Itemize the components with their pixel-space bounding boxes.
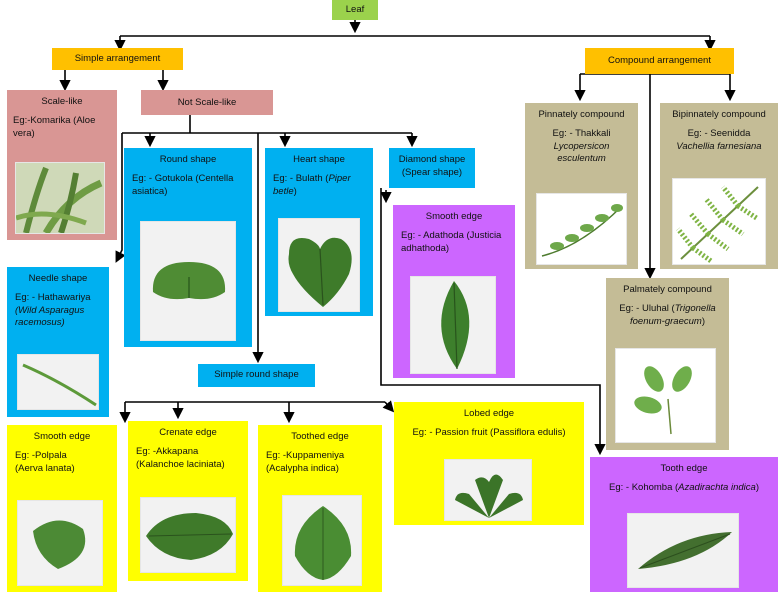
- heart-eg-prefix: Eg: - Bulath (: [273, 172, 329, 184]
- needle-shape-example: Eg: - Hathawariya: [15, 291, 91, 303]
- toothed-edge-node: Toothed edge Eg: -Kuppameniya (Acalypha …: [258, 425, 382, 592]
- not-scale-like-label: Not Scale-like: [177, 97, 237, 108]
- seenidda-photo: [672, 178, 766, 265]
- lobed-leaf-image: [455, 474, 523, 518]
- smooth-edge-scientific: (Aerva lanata): [15, 462, 75, 474]
- smooth-edge-diamond-node: Smooth edge Eg: - Adathoda (Justicia adh…: [393, 205, 515, 378]
- smooth-edge-title: Smooth edge: [33, 431, 91, 442]
- needle-shape-node: Needle shape Eg: - Hathawariya (Wild Asp…: [7, 267, 109, 417]
- adathoda-photo: [410, 276, 496, 374]
- palmately-compound-example: Eg: - Uluhal (Trigonella foenum-graecum): [614, 303, 721, 329]
- needle-shape-title: Needle shape: [28, 273, 88, 284]
- round-shape-node: Round shape Eg: - Gotukola (Centella asi…: [124, 148, 252, 347]
- not-scale-like-node: Not Scale-like: [141, 90, 273, 115]
- simple-round-shape-node: Simple round shape: [198, 364, 315, 387]
- tooth-eg-prefix: Eg: - Kohomba (: [609, 481, 679, 493]
- heart-shape-example: Eg: - Bulath (Piper betle): [273, 173, 365, 199]
- crenate-edge-example: Eg: -Akkapana: [136, 445, 199, 457]
- smooth-edge-diamond-example: Eg: - Adathoda (Justicia adhathoda): [401, 229, 502, 254]
- round-shape-title: Round shape: [159, 154, 217, 165]
- kuppameniya-photo: [282, 495, 362, 586]
- tooth-edge-example: Eg: - Kohomba (Azadirachta indica): [598, 482, 770, 495]
- crenate-edge-scientific: (Kalanchoe laciniata): [136, 458, 225, 470]
- needle-shape-scientific: (Wild Asparagus racemosus): [15, 304, 85, 329]
- round-shape-example: Eg: - Gotukola (Centella asiatica): [132, 172, 234, 197]
- aloe-vera-photo: [15, 162, 105, 234]
- pinnately-compound-title: Pinnately compound: [538, 109, 625, 120]
- bulath-photo: [278, 218, 360, 312]
- thakkali-photo: [536, 193, 627, 265]
- tooth-edge-node: Tooth edge Eg: - Kohomba (Azadirachta in…: [590, 457, 778, 592]
- root-label: Leaf: [345, 4, 365, 15]
- hathawariya-photo: [17, 354, 99, 410]
- pinnate-leaf-image: [541, 204, 623, 257]
- pinnately-compound-scientific: Lycopersicon esculentum: [553, 140, 610, 165]
- heart-leaf-image: [288, 237, 352, 307]
- round-leaf-image: [152, 262, 226, 300]
- toothed-edge-example: Eg: -Kuppameniya: [266, 449, 345, 461]
- scale-like-title: Scale-like: [41, 96, 83, 107]
- lobed-edge-example: Eg: - Passion fruit (Passiflora edulis): [412, 426, 566, 438]
- tooth-edge-title: Tooth edge: [660, 463, 708, 474]
- crenate-edge-node: Crenate edge Eg: -Akkapana (Kalanchoe la…: [128, 421, 248, 581]
- crenate-edge-title: Crenate edge: [159, 427, 217, 438]
- uluhal-photo: [615, 348, 716, 443]
- palmate-eg-prefix: Eg: - Uluhal (: [619, 302, 675, 314]
- kohomba-photo: [627, 513, 739, 588]
- passion-fruit-photo: [444, 459, 532, 521]
- scale-like-node: Scale-like Eg:-Komarika (Aloe vera): [7, 90, 117, 240]
- needle-leaf-image: [22, 363, 97, 407]
- palmate-eg-suffix: ): [701, 315, 705, 327]
- scale-like-example: Eg:-Komarika (Aloe vera): [13, 114, 96, 139]
- bipinnately-compound-node: Bipinnately compound Eg: - Seenidda Vach…: [660, 103, 778, 269]
- diamond-shape-subtitle: (Spear shape): [401, 166, 463, 178]
- crenate-leaf-image: [146, 513, 233, 560]
- aloe-leaf-image: [16, 163, 104, 233]
- pinnately-compound-node: Pinnately compound Eg: - Thakkali Lycope…: [525, 103, 638, 269]
- smooth-edge-example: Eg: -Polpala: [15, 449, 67, 461]
- bipinnately-compound-scientific: Vachellia farnesiana: [676, 140, 762, 152]
- bipinnate-leaf-image: [676, 185, 760, 264]
- smooth-leaf-image: [33, 520, 86, 569]
- heart-eg-suffix: ): [293, 185, 297, 197]
- simple-arrangement-node: Simple arrangement: [52, 48, 183, 70]
- akkapana-photo: [140, 497, 236, 573]
- gotukola-photo: [140, 221, 236, 341]
- pinnately-compound-example: Eg: - Thakkali: [552, 127, 611, 139]
- palmate-eg-scientific: Trigonella foenum-graecum: [630, 302, 716, 327]
- bipinnately-compound-example: Eg: - Seenidda: [687, 127, 751, 139]
- lobed-edge-node: Lobed edge Eg: - Passion fruit (Passiflo…: [394, 402, 584, 525]
- compound-arrangement-node: Compound arrangement: [585, 48, 734, 74]
- bipinnately-compound-title: Bipinnately compound: [672, 109, 766, 120]
- tooth-eg-scientific: Azadirachta indica: [678, 481, 756, 493]
- simple-arrangement-label: Simple arrangement: [74, 53, 161, 64]
- spear-leaf-image: [441, 281, 470, 370]
- palmate-leaf-image: [634, 366, 692, 435]
- heart-eg-scientific: Piper betle: [273, 172, 351, 197]
- heart-shape-title: Heart shape: [293, 154, 345, 165]
- simple-round-shape-label: Simple round shape: [214, 369, 299, 380]
- toothed-edge-scientific: (Acalypha indica): [266, 462, 339, 474]
- tooth-leaf-image: [638, 532, 732, 569]
- heart-shape-node: Heart shape Eg: - Bulath (Piper betle): [265, 148, 373, 316]
- diamond-shape-node: Diamond shape (Spear shape): [389, 148, 475, 188]
- palmately-compound-node: Palmately compound Eg: - Uluhal (Trigone…: [606, 278, 729, 450]
- compound-arrangement-label: Compound arrangement: [608, 55, 711, 66]
- palmately-compound-title: Palmately compound: [623, 284, 712, 295]
- smooth-edge-diamond-title: Smooth edge: [425, 211, 483, 222]
- tooth-eg-suffix: ): [755, 481, 759, 493]
- root-node: Leaf: [332, 0, 378, 20]
- diamond-shape-title: Diamond shape: [398, 154, 466, 165]
- smooth-edge-node: Smooth edge Eg: -Polpala (Aerva lanata): [7, 425, 117, 592]
- lobed-edge-title: Lobed edge: [463, 408, 515, 419]
- toothed-leaf-image: [294, 506, 352, 580]
- toothed-edge-title: Toothed edge: [291, 431, 349, 442]
- polpala-photo: [17, 500, 103, 586]
